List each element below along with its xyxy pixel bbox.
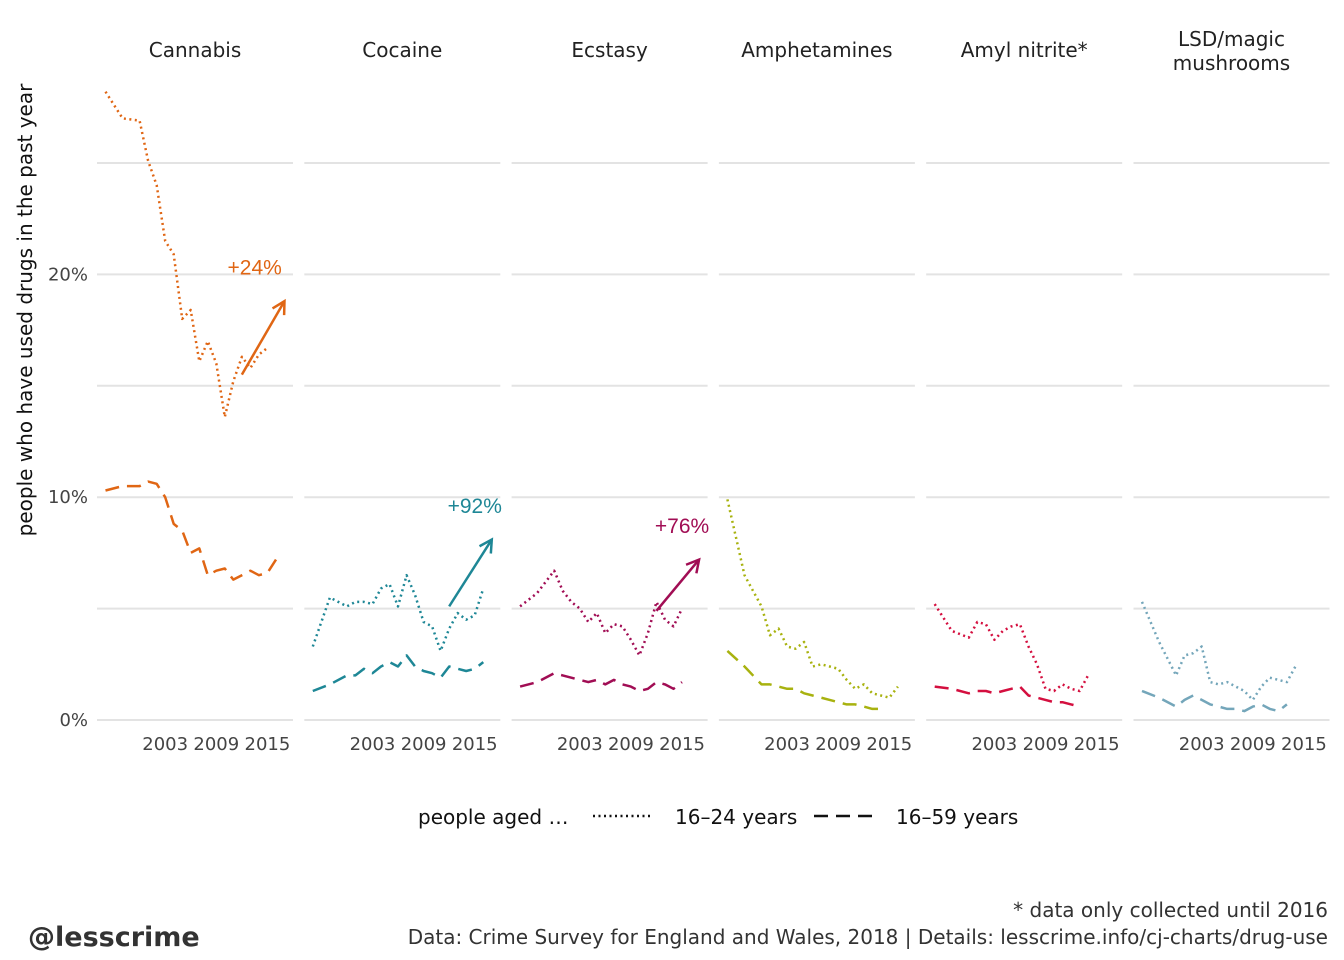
facet-2: Ecstasy 2003 2009 2015 +76% xyxy=(511,38,709,755)
x-tick-label: 2003 xyxy=(1179,734,1225,755)
trend-annotation: +76% xyxy=(655,515,709,538)
legend-item-16-24: 16–24 years xyxy=(675,805,797,829)
series-line-16-24 xyxy=(519,569,684,657)
trend-arrow xyxy=(655,558,701,612)
series-line-16-24 xyxy=(311,573,485,653)
facet-title: Amphetamines xyxy=(741,38,892,62)
facet-title: mushrooms xyxy=(1173,51,1290,75)
x-tick-label: 2015 xyxy=(245,734,291,755)
y-tick-label: 0% xyxy=(59,710,88,731)
trend-arrow xyxy=(448,538,493,608)
x-tick-label: 2009 xyxy=(401,734,447,755)
facet-title: Cannabis xyxy=(149,38,242,62)
facet-title: Amyl nitrite* xyxy=(961,38,1088,62)
trend-arrow-head xyxy=(478,537,494,554)
x-tick-label: 2009 xyxy=(193,734,239,755)
trend-arrow-head xyxy=(685,557,701,574)
x-tick-label: 2015 xyxy=(452,734,498,755)
trend-annotation: +92% xyxy=(448,495,502,518)
series-line-16-59 xyxy=(726,649,881,711)
facet-title: Ecstasy xyxy=(571,38,648,62)
x-tick-label: 2003 xyxy=(557,734,603,755)
series-line-16-59 xyxy=(934,685,1080,708)
series-line-16-59 xyxy=(519,671,683,693)
legend-item-16-59: 16–59 years xyxy=(896,805,1018,829)
x-tick-label: 2003 xyxy=(971,734,1017,755)
x-tick-label: 2003 xyxy=(350,734,396,755)
series-line-16-24 xyxy=(104,91,269,419)
x-tick-label: 2009 xyxy=(815,734,861,755)
y-axis-label: people who have used drugs in the past y… xyxy=(13,83,37,536)
facet-1: Cocaine 2003 2009 2015 +92% xyxy=(304,38,502,755)
x-tick-label: 2015 xyxy=(1281,734,1327,755)
facet-title: Cocaine xyxy=(362,38,442,62)
facet-title: LSD/magic xyxy=(1178,27,1285,51)
series-line-16-59 xyxy=(312,654,485,693)
trend-arrow-head xyxy=(271,298,286,316)
facet-3: Amphetamines 2003 2009 2015 xyxy=(718,38,915,755)
x-tick-label: 2009 xyxy=(1230,734,1276,755)
x-tick-label: 2015 xyxy=(1074,734,1120,755)
footnote: * data only collected until 2016 xyxy=(1013,898,1328,922)
y-tick-label: 20% xyxy=(48,264,88,285)
x-tick-label: 2015 xyxy=(866,734,912,755)
x-tick-label: 2003 xyxy=(142,734,188,755)
series-line-16-24 xyxy=(933,603,1090,693)
twitter-handle: @lesscrime xyxy=(28,922,200,953)
series-line-16-59 xyxy=(105,480,278,581)
y-tick-label: 10% xyxy=(48,487,88,508)
series-line-16-24 xyxy=(1140,601,1297,702)
x-tick-label: 2003 xyxy=(764,734,810,755)
trend-arrow xyxy=(240,300,286,376)
legend-title: people aged … xyxy=(418,805,568,829)
series-line-16-59 xyxy=(1141,689,1288,713)
facet-0: Cannabis 2003 2009 2015 0% 10% 20% +24% xyxy=(48,38,293,755)
source-credit: Data: Crime Survey for England and Wales… xyxy=(408,925,1328,949)
facet-4: Amyl nitrite* 2003 2009 2015 xyxy=(926,38,1123,755)
x-tick-label: 2015 xyxy=(659,734,705,755)
series-line-16-24 xyxy=(726,499,899,699)
x-tick-label: 2009 xyxy=(608,734,654,755)
trend-annotation: +24% xyxy=(228,256,282,279)
legend: people aged … 16–24 years 16–59 years xyxy=(418,805,1018,829)
x-tick-label: 2009 xyxy=(1023,734,1069,755)
